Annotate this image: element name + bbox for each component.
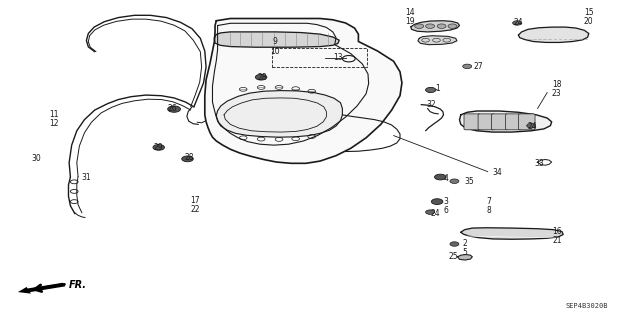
Circle shape — [431, 199, 443, 204]
Text: 28: 28 — [184, 153, 193, 162]
Text: 19: 19 — [404, 17, 415, 26]
Text: 24: 24 — [527, 122, 538, 130]
FancyBboxPatch shape — [492, 114, 508, 130]
Text: SEP4B3020B: SEP4B3020B — [566, 303, 608, 309]
Text: 17: 17 — [190, 197, 200, 205]
Text: 28: 28 — [258, 73, 267, 82]
Circle shape — [450, 242, 459, 246]
Text: 32: 32 — [427, 100, 436, 109]
Text: 25: 25 — [448, 252, 458, 261]
Polygon shape — [214, 32, 339, 47]
Text: 21: 21 — [552, 236, 561, 245]
Circle shape — [448, 24, 457, 28]
Circle shape — [463, 64, 472, 69]
Polygon shape — [205, 19, 402, 163]
Circle shape — [182, 156, 193, 162]
Text: 22: 22 — [191, 205, 200, 214]
Circle shape — [415, 24, 424, 28]
Text: 33: 33 — [534, 159, 545, 168]
Circle shape — [426, 87, 436, 93]
Text: 30: 30 — [31, 154, 42, 163]
Circle shape — [450, 179, 459, 183]
Text: 26: 26 — [168, 104, 178, 113]
FancyArrow shape — [18, 283, 65, 293]
Text: 27: 27 — [474, 63, 483, 71]
Text: 24: 24 — [513, 18, 524, 27]
Circle shape — [435, 174, 446, 180]
Polygon shape — [458, 255, 472, 260]
Text: 4: 4 — [444, 174, 449, 182]
Text: 7: 7 — [486, 197, 492, 206]
Text: 12: 12 — [50, 119, 59, 128]
Text: 10: 10 — [270, 47, 280, 56]
Text: 1: 1 — [435, 84, 440, 93]
Text: 11: 11 — [50, 110, 59, 119]
Circle shape — [426, 210, 435, 214]
Text: 16: 16 — [552, 227, 562, 236]
FancyBboxPatch shape — [506, 114, 522, 130]
Circle shape — [513, 21, 522, 25]
Text: FR.: FR. — [68, 279, 86, 290]
Text: 9: 9 — [273, 37, 278, 46]
Text: 20: 20 — [584, 17, 594, 26]
Circle shape — [168, 106, 180, 112]
Circle shape — [255, 74, 267, 80]
Text: 3: 3 — [444, 197, 449, 206]
Circle shape — [153, 145, 164, 150]
FancyBboxPatch shape — [518, 114, 535, 130]
Polygon shape — [411, 21, 460, 32]
Text: 5: 5 — [462, 248, 467, 256]
Text: 35: 35 — [464, 177, 474, 186]
FancyBboxPatch shape — [464, 114, 481, 130]
Text: 8: 8 — [486, 206, 491, 215]
Circle shape — [426, 24, 435, 28]
Polygon shape — [461, 228, 563, 239]
Text: 23: 23 — [552, 89, 562, 98]
Text: 24: 24 — [430, 209, 440, 218]
Text: 18: 18 — [552, 80, 561, 89]
Polygon shape — [518, 27, 589, 42]
Text: 34: 34 — [493, 168, 502, 177]
Text: 29: 29 — [154, 143, 163, 152]
Polygon shape — [216, 91, 342, 137]
Text: 31: 31 — [81, 173, 92, 182]
Circle shape — [527, 123, 536, 128]
Circle shape — [437, 24, 446, 28]
Text: 2: 2 — [462, 239, 467, 248]
Text: 13: 13 — [333, 53, 342, 62]
Text: 6: 6 — [444, 206, 449, 215]
Text: 14: 14 — [404, 8, 415, 17]
FancyBboxPatch shape — [478, 114, 495, 130]
Polygon shape — [460, 111, 552, 132]
Polygon shape — [418, 36, 457, 45]
Text: 15: 15 — [584, 8, 594, 17]
